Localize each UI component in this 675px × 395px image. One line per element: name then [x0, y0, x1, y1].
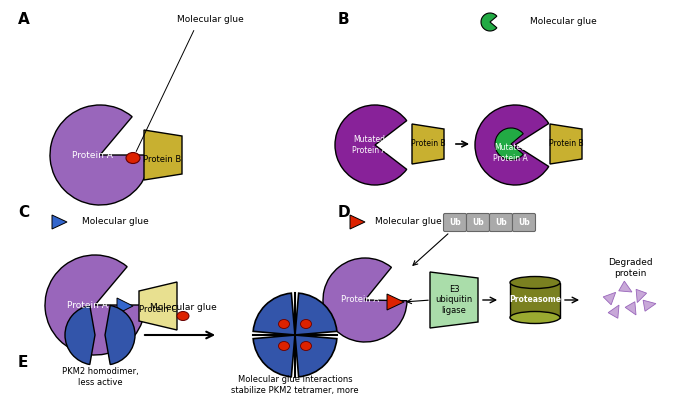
Polygon shape: [139, 282, 177, 330]
Text: Protein C: Protein C: [139, 305, 177, 314]
Text: C: C: [18, 205, 29, 220]
Text: Ub: Ub: [449, 218, 461, 227]
Polygon shape: [387, 294, 404, 310]
Text: PKM2 homodimer,
less active: PKM2 homodimer, less active: [61, 367, 138, 387]
Polygon shape: [117, 298, 133, 314]
FancyBboxPatch shape: [512, 214, 535, 231]
Ellipse shape: [177, 312, 189, 320]
Polygon shape: [52, 215, 67, 229]
Wedge shape: [45, 255, 145, 355]
Text: Molecular glue: Molecular glue: [177, 15, 244, 24]
Wedge shape: [295, 293, 337, 335]
Polygon shape: [608, 305, 619, 318]
Text: Protein B: Protein B: [410, 139, 446, 149]
Text: E: E: [18, 355, 28, 370]
Ellipse shape: [510, 312, 560, 324]
Polygon shape: [144, 130, 182, 180]
Polygon shape: [619, 281, 632, 292]
Text: Ub: Ub: [495, 218, 507, 227]
Text: Protein A: Protein A: [341, 295, 379, 305]
Wedge shape: [253, 335, 295, 377]
Polygon shape: [430, 272, 478, 328]
Text: D: D: [338, 205, 350, 220]
Text: Protein B: Protein B: [143, 156, 181, 164]
Text: Ub: Ub: [518, 218, 530, 227]
Text: Molecular glue: Molecular glue: [375, 218, 441, 226]
Text: Ub: Ub: [472, 218, 484, 227]
FancyBboxPatch shape: [443, 214, 466, 231]
Text: Mutated
Protein A: Mutated Protein A: [493, 143, 527, 163]
Wedge shape: [295, 335, 337, 377]
Polygon shape: [643, 300, 656, 311]
Text: Mutated
Protein A: Mutated Protein A: [352, 135, 386, 155]
Polygon shape: [412, 124, 444, 164]
Polygon shape: [625, 302, 636, 315]
Text: Molecular glue: Molecular glue: [530, 17, 597, 26]
Polygon shape: [350, 215, 365, 229]
Polygon shape: [603, 292, 616, 305]
Text: Proteasome: Proteasome: [509, 295, 561, 305]
Text: Protein A: Protein A: [67, 301, 107, 310]
Text: E3
ubiquitin
ligase: E3 ubiquitin ligase: [435, 285, 472, 315]
Ellipse shape: [300, 342, 311, 350]
Ellipse shape: [126, 152, 140, 164]
Text: Protein A: Protein A: [72, 150, 113, 160]
FancyBboxPatch shape: [489, 214, 512, 231]
Text: Degraded
protein: Degraded protein: [608, 258, 652, 278]
Ellipse shape: [510, 276, 560, 288]
Wedge shape: [475, 105, 549, 185]
Wedge shape: [50, 105, 150, 205]
Wedge shape: [253, 293, 295, 335]
Wedge shape: [105, 305, 135, 365]
Text: Molecular glue interactions
stabilize PKM2 tetramer, more
active: Molecular glue interactions stabilize PK…: [231, 375, 359, 395]
Ellipse shape: [300, 320, 311, 329]
Wedge shape: [335, 105, 407, 185]
Wedge shape: [481, 13, 497, 31]
Text: Protein B: Protein B: [549, 139, 583, 149]
Ellipse shape: [279, 342, 290, 350]
Bar: [510, 282, 560, 318]
Text: Molecular glue: Molecular glue: [150, 303, 217, 312]
Polygon shape: [636, 289, 647, 303]
Text: B: B: [338, 12, 350, 27]
FancyBboxPatch shape: [466, 214, 489, 231]
Wedge shape: [495, 128, 523, 160]
Ellipse shape: [279, 320, 290, 329]
Text: Molecular glue: Molecular glue: [82, 218, 148, 226]
Text: A: A: [18, 12, 30, 27]
Polygon shape: [550, 124, 582, 164]
Wedge shape: [65, 305, 95, 365]
Wedge shape: [323, 258, 407, 342]
